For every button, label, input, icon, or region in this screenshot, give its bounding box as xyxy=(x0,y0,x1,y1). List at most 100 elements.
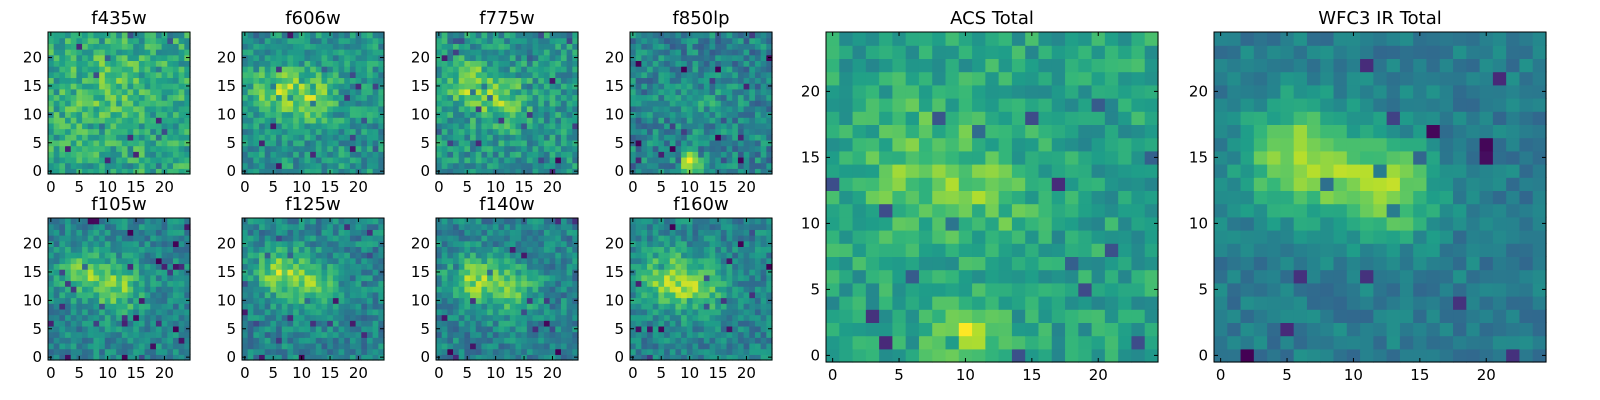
heatmap-cell xyxy=(504,88,511,96)
heatmap-cell xyxy=(470,325,477,333)
heatmap-cell xyxy=(184,252,191,259)
heatmap-cell xyxy=(566,151,573,158)
heatmap-cell xyxy=(276,37,283,44)
heatmap-cell xyxy=(327,151,334,158)
heatmap-cell xyxy=(310,257,317,265)
heatmap-cell xyxy=(521,274,528,282)
heatmap-cell xyxy=(378,337,385,344)
heatmap-cell xyxy=(99,218,106,225)
heatmap-cell xyxy=(315,246,323,253)
heatmap-cell xyxy=(264,342,271,350)
heatmap-cell xyxy=(276,105,283,113)
heatmap-cell xyxy=(458,354,465,361)
heatmap-cell xyxy=(184,117,191,124)
heatmap-cell xyxy=(110,348,117,355)
heatmap-cell xyxy=(378,134,385,141)
heatmap-cell xyxy=(127,297,134,304)
heatmap-cell xyxy=(760,128,767,135)
heatmap-cell xyxy=(276,342,283,350)
heatmap-cell xyxy=(441,134,448,141)
heatmap-cell xyxy=(441,342,448,350)
heatmap-cell xyxy=(652,71,659,79)
heatmap-cell xyxy=(150,342,157,350)
heatmap-cell xyxy=(172,240,180,247)
heatmap-cell xyxy=(743,291,750,299)
heatmap-cell xyxy=(287,303,294,310)
heatmap-cell xyxy=(538,303,545,310)
heatmap-cell xyxy=(155,291,163,299)
heatmap-cell xyxy=(121,37,129,44)
heatmap-cell xyxy=(298,274,306,282)
heatmap-cell xyxy=(675,60,682,67)
heatmap-cell xyxy=(492,240,500,247)
heatmap-cell xyxy=(686,122,694,130)
heatmap-cell xyxy=(87,156,95,164)
heatmap-cell xyxy=(116,257,123,265)
heatmap-cell xyxy=(549,235,556,242)
heatmap-cell xyxy=(566,342,573,350)
heatmap-cell xyxy=(82,134,89,141)
heatmap-cell xyxy=(242,88,249,96)
heatmap-cell xyxy=(304,77,311,84)
heatmap-cell xyxy=(498,49,505,56)
heatmap-cell xyxy=(720,139,728,147)
heatmap-cell xyxy=(378,66,385,73)
heatmap-cell xyxy=(692,105,699,113)
heatmap-cell xyxy=(270,348,277,355)
heatmap-cell xyxy=(138,280,146,287)
heatmap-cell xyxy=(487,297,494,304)
heatmap-cell xyxy=(481,139,488,147)
heatmap-cell xyxy=(555,348,562,355)
heatmap-cell xyxy=(133,100,140,107)
heatmap-cell xyxy=(630,291,637,299)
heatmap-cell xyxy=(441,354,448,361)
heatmap-cell xyxy=(121,308,129,316)
heatmap-cell xyxy=(144,325,151,333)
heatmap-cell xyxy=(155,77,163,84)
heatmap-cell xyxy=(150,280,157,287)
heatmap-cell xyxy=(521,151,528,158)
heatmap-cell xyxy=(647,156,654,164)
heatmap-cell xyxy=(121,297,129,304)
heatmap-cell xyxy=(720,151,728,158)
heatmap-cell xyxy=(481,342,488,350)
heatmap-cell xyxy=(93,156,100,164)
heatmap-cell xyxy=(82,111,89,118)
heatmap-cell xyxy=(110,263,117,270)
heatmap-cell xyxy=(521,60,528,67)
heatmap-cell xyxy=(332,88,340,96)
heatmap-cell xyxy=(53,348,60,355)
heatmap-cell xyxy=(378,156,385,164)
heatmap-cell xyxy=(276,139,283,147)
heatmap-cell xyxy=(82,308,89,316)
heatmap-cell xyxy=(310,246,317,253)
heatmap-cell xyxy=(635,66,642,73)
heatmap-cell xyxy=(453,37,460,44)
heatmap-cell xyxy=(526,37,534,44)
heatmap-cell xyxy=(664,308,671,316)
heatmap-cell xyxy=(647,71,654,79)
heatmap-cell xyxy=(65,218,72,225)
heatmap-cell xyxy=(543,111,551,118)
heatmap-cell xyxy=(150,111,157,118)
heatmap-cell xyxy=(675,162,682,169)
heatmap-cell xyxy=(349,337,357,344)
heatmap-cell xyxy=(138,128,146,135)
heatmap-cell xyxy=(155,286,163,293)
heatmap-cell xyxy=(310,94,317,101)
heatmap-cell xyxy=(53,274,60,282)
heatmap-cell xyxy=(509,280,517,287)
heatmap-cell xyxy=(749,348,756,355)
heatmap-cell xyxy=(487,348,494,355)
heatmap-cell xyxy=(453,162,460,169)
heatmap-cell xyxy=(470,60,477,67)
heatmap-cell xyxy=(87,286,95,293)
heatmap-cell xyxy=(178,37,185,44)
heatmap-cell xyxy=(481,105,488,113)
heatmap-cell xyxy=(76,128,83,135)
heatmap-cell xyxy=(560,257,568,265)
heatmap-cell xyxy=(76,134,83,141)
heatmap-cell xyxy=(526,122,534,130)
heatmap-cell xyxy=(681,105,688,113)
heatmap-cell xyxy=(647,54,654,61)
